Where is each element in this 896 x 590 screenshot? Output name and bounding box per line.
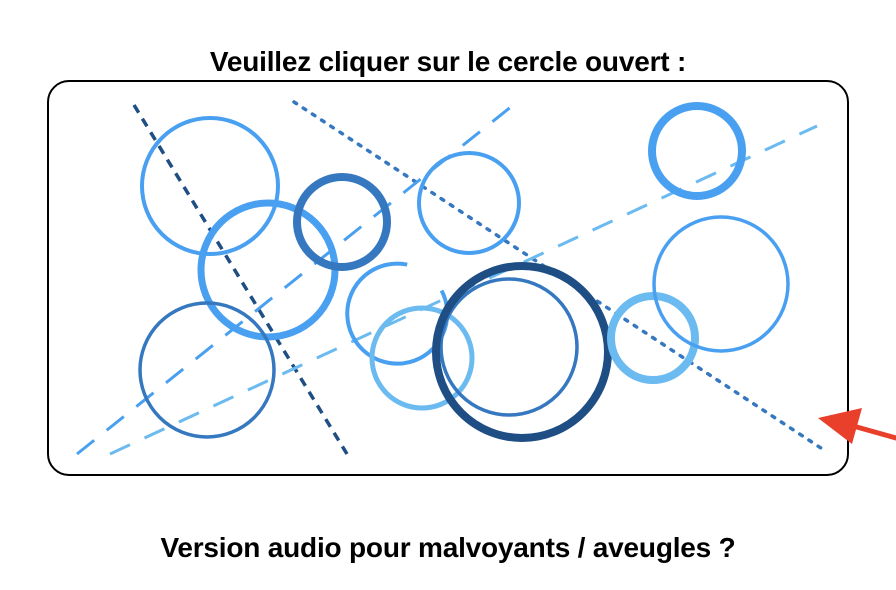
circle[interactable]	[417, 151, 521, 255]
circle[interactable]	[140, 116, 280, 256]
circle[interactable]	[439, 277, 579, 417]
captcha-image[interactable]	[47, 80, 849, 476]
circle[interactable]	[648, 102, 746, 200]
captcha-instruction: Veuillez cliquer sur le cercle ouvert :	[209, 46, 687, 77]
dashed-line-dark	[132, 104, 349, 455]
circle[interactable]	[607, 292, 699, 384]
audio-version-link[interactable]: Version audio pour malvoyants / aveugles…	[160, 532, 736, 563]
circle[interactable]	[293, 173, 391, 271]
captcha-drawing[interactable]	[47, 80, 849, 476]
circle[interactable]	[138, 301, 276, 439]
circle[interactable]	[652, 215, 790, 353]
circle[interactable]	[432, 262, 612, 442]
circle[interactable]	[369, 305, 475, 411]
